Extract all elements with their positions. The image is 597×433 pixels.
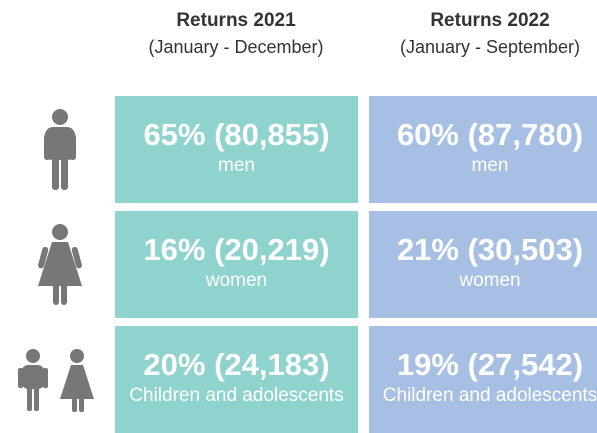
cell-content: 60% (87,780) men [397,116,583,178]
cell-label: Children and adolescents [382,385,597,406]
cell-value: 19% (27,542) [396,347,584,382]
cell-content: 19% (27,542) Children and adolescents [383,346,597,408]
woman-icon [38,224,82,305]
cell: 20% (24,183) Children and adolescents [115,326,358,433]
cell-value: 21% (30,503) [396,232,584,267]
man-icon [44,109,76,190]
cell-content: 65% (80,855) men [143,116,329,178]
column-subtitle: (January - December) [148,37,324,57]
cell-label: women [459,270,521,291]
cell: 60% (87,780) men [369,96,597,203]
column-title: Returns 2022 [430,10,550,31]
cell-value: 60% (87,780) [396,117,584,152]
cell-content: 16% (20,219) women [143,231,329,293]
column-subtitle: (January - September) [399,37,581,57]
column-title: Returns 2021 [176,10,296,31]
cell-label: men [218,155,255,176]
cell: 21% (30,503) women [369,211,597,318]
cell-label: men [471,155,509,176]
cell-content: 21% (30,503) women [397,231,583,293]
cell: 65% (80,855) men [115,96,358,203]
cell-label: Children and adolescents [129,385,344,406]
cell: 19% (27,542) Children and adolescents [369,326,597,433]
cell: 16% (20,219) women [115,211,358,318]
column-header: Returns 2022 (January - September) [370,8,597,60]
cell-value: 16% (20,219) [143,232,330,267]
children-icon [18,349,94,412]
cell-value: 20% (24,183) [143,347,330,382]
column-header: Returns 2021 (January - December) [116,8,356,60]
cell-label: women [205,270,268,291]
cell-content: 20% (24,183) Children and adolescents [129,346,343,408]
cell-value: 65% (80,855) [143,117,330,152]
